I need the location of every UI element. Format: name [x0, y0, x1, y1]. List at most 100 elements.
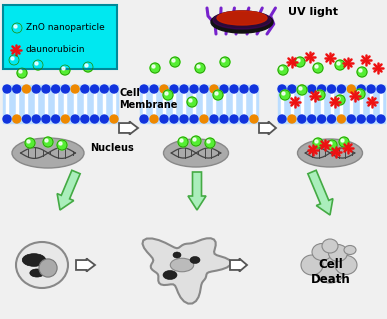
Circle shape [357, 115, 365, 123]
Circle shape [308, 115, 316, 123]
Circle shape [355, 89, 365, 99]
Polygon shape [188, 172, 206, 210]
Bar [3, 85, 118, 123]
Circle shape [12, 23, 22, 33]
Ellipse shape [213, 11, 271, 29]
Circle shape [298, 85, 306, 93]
Ellipse shape [173, 252, 181, 258]
Circle shape [91, 115, 99, 123]
Bar [278, 85, 385, 123]
Circle shape [357, 85, 365, 93]
Circle shape [288, 85, 296, 93]
Circle shape [313, 63, 323, 73]
Circle shape [59, 142, 62, 145]
Circle shape [152, 65, 155, 68]
Circle shape [51, 85, 60, 93]
Circle shape [308, 85, 316, 93]
Circle shape [377, 85, 385, 93]
Circle shape [100, 115, 108, 123]
Circle shape [60, 65, 70, 75]
Circle shape [32, 85, 40, 93]
Ellipse shape [22, 254, 46, 266]
Circle shape [315, 140, 318, 143]
Circle shape [278, 65, 288, 75]
Circle shape [100, 85, 108, 93]
Text: Nucleus: Nucleus [90, 143, 134, 153]
Circle shape [172, 59, 175, 62]
Circle shape [278, 85, 286, 93]
Circle shape [230, 85, 238, 93]
Circle shape [295, 57, 305, 67]
Circle shape [160, 115, 168, 123]
Circle shape [315, 90, 325, 100]
Circle shape [220, 85, 228, 93]
Circle shape [280, 67, 283, 70]
Circle shape [187, 97, 197, 107]
Circle shape [3, 85, 11, 93]
Circle shape [81, 115, 89, 123]
Circle shape [71, 115, 79, 123]
Circle shape [165, 92, 168, 95]
Circle shape [222, 59, 225, 62]
Circle shape [357, 91, 360, 94]
Circle shape [57, 140, 67, 150]
Ellipse shape [163, 139, 228, 167]
Circle shape [335, 95, 345, 105]
Circle shape [14, 25, 17, 28]
Ellipse shape [329, 244, 348, 262]
Polygon shape [230, 258, 247, 271]
Circle shape [180, 115, 188, 123]
Circle shape [318, 85, 325, 93]
Circle shape [42, 85, 50, 93]
Circle shape [170, 85, 178, 93]
Ellipse shape [315, 257, 345, 283]
Circle shape [197, 65, 200, 68]
Circle shape [327, 85, 336, 93]
Circle shape [282, 92, 285, 95]
Circle shape [13, 85, 21, 93]
Circle shape [83, 62, 93, 72]
Circle shape [359, 69, 362, 72]
Circle shape [13, 115, 21, 123]
Circle shape [110, 85, 118, 93]
Circle shape [91, 85, 99, 93]
Circle shape [215, 92, 218, 95]
Polygon shape [76, 258, 95, 271]
FancyBboxPatch shape [3, 5, 117, 69]
Circle shape [327, 140, 337, 150]
Polygon shape [259, 122, 276, 135]
Circle shape [337, 115, 346, 123]
Circle shape [297, 59, 300, 62]
Circle shape [367, 85, 375, 93]
Circle shape [22, 85, 31, 93]
Ellipse shape [344, 246, 356, 255]
Circle shape [33, 60, 43, 70]
Circle shape [240, 115, 248, 123]
Text: Cell
Membrane: Cell Membrane [119, 88, 177, 110]
Circle shape [9, 55, 19, 65]
Circle shape [35, 62, 38, 65]
Polygon shape [119, 122, 138, 135]
Text: UV light: UV light [288, 7, 338, 17]
Circle shape [240, 85, 248, 93]
Circle shape [315, 65, 318, 68]
Circle shape [210, 115, 218, 123]
Circle shape [163, 90, 173, 100]
Ellipse shape [163, 271, 177, 279]
Circle shape [43, 137, 53, 147]
Polygon shape [142, 238, 231, 304]
Circle shape [62, 67, 65, 70]
Circle shape [25, 138, 35, 148]
Circle shape [11, 57, 14, 60]
Circle shape [339, 137, 349, 147]
Circle shape [170, 57, 180, 67]
Circle shape [195, 63, 205, 73]
Circle shape [207, 140, 210, 143]
Circle shape [190, 85, 198, 93]
Circle shape [200, 115, 208, 123]
Ellipse shape [211, 11, 273, 33]
Circle shape [71, 85, 79, 93]
Circle shape [189, 99, 192, 102]
Circle shape [45, 139, 48, 142]
Polygon shape [57, 170, 80, 210]
